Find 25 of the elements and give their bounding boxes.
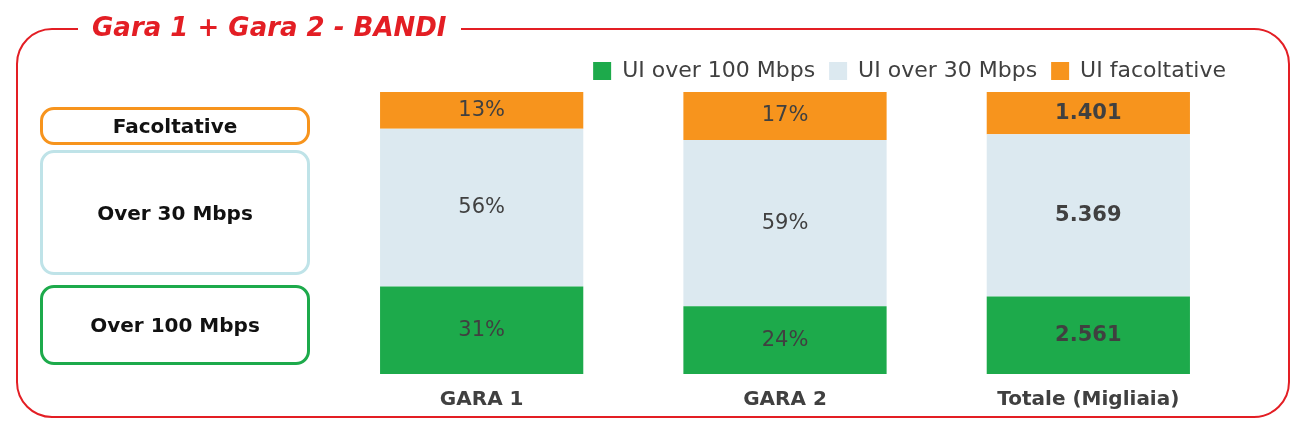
bar [683, 92, 887, 140]
data-label: 24% [761, 326, 809, 351]
text: Facoltative [40, 107, 310, 145]
legend-label: UI over 100 Mbps [622, 56, 816, 82]
x-tick-label: GARA 2 [743, 386, 827, 411]
x-tick-label: Totale (Migliaia) [997, 386, 1180, 411]
bar [683, 139, 887, 307]
chart-title: Gara 1 + Gara 2 - BANDI [78, 12, 461, 42]
data-label: 17% [761, 102, 809, 127]
data-label: 59% [761, 209, 809, 234]
bar [683, 306, 887, 374]
bar [380, 92, 584, 129]
data-label: 5.369 [1055, 201, 1122, 226]
x-tick-label: GARA 1 [439, 386, 524, 411]
bar [380, 128, 584, 287]
data-label: 31% [458, 316, 506, 341]
bar [380, 286, 584, 374]
data-label: 2.561 [1055, 321, 1122, 346]
data-label: 1.401 [1055, 99, 1122, 124]
data-label: 13% [458, 96, 506, 121]
legend-label: UI over 30 Mbps [858, 56, 1038, 82]
text: Over 100 Mbps [40, 285, 310, 365]
legend-label: UI facoltative [1080, 56, 1227, 82]
data-label: 56% [458, 194, 506, 219]
text: Over 30 Mbps [40, 150, 310, 275]
